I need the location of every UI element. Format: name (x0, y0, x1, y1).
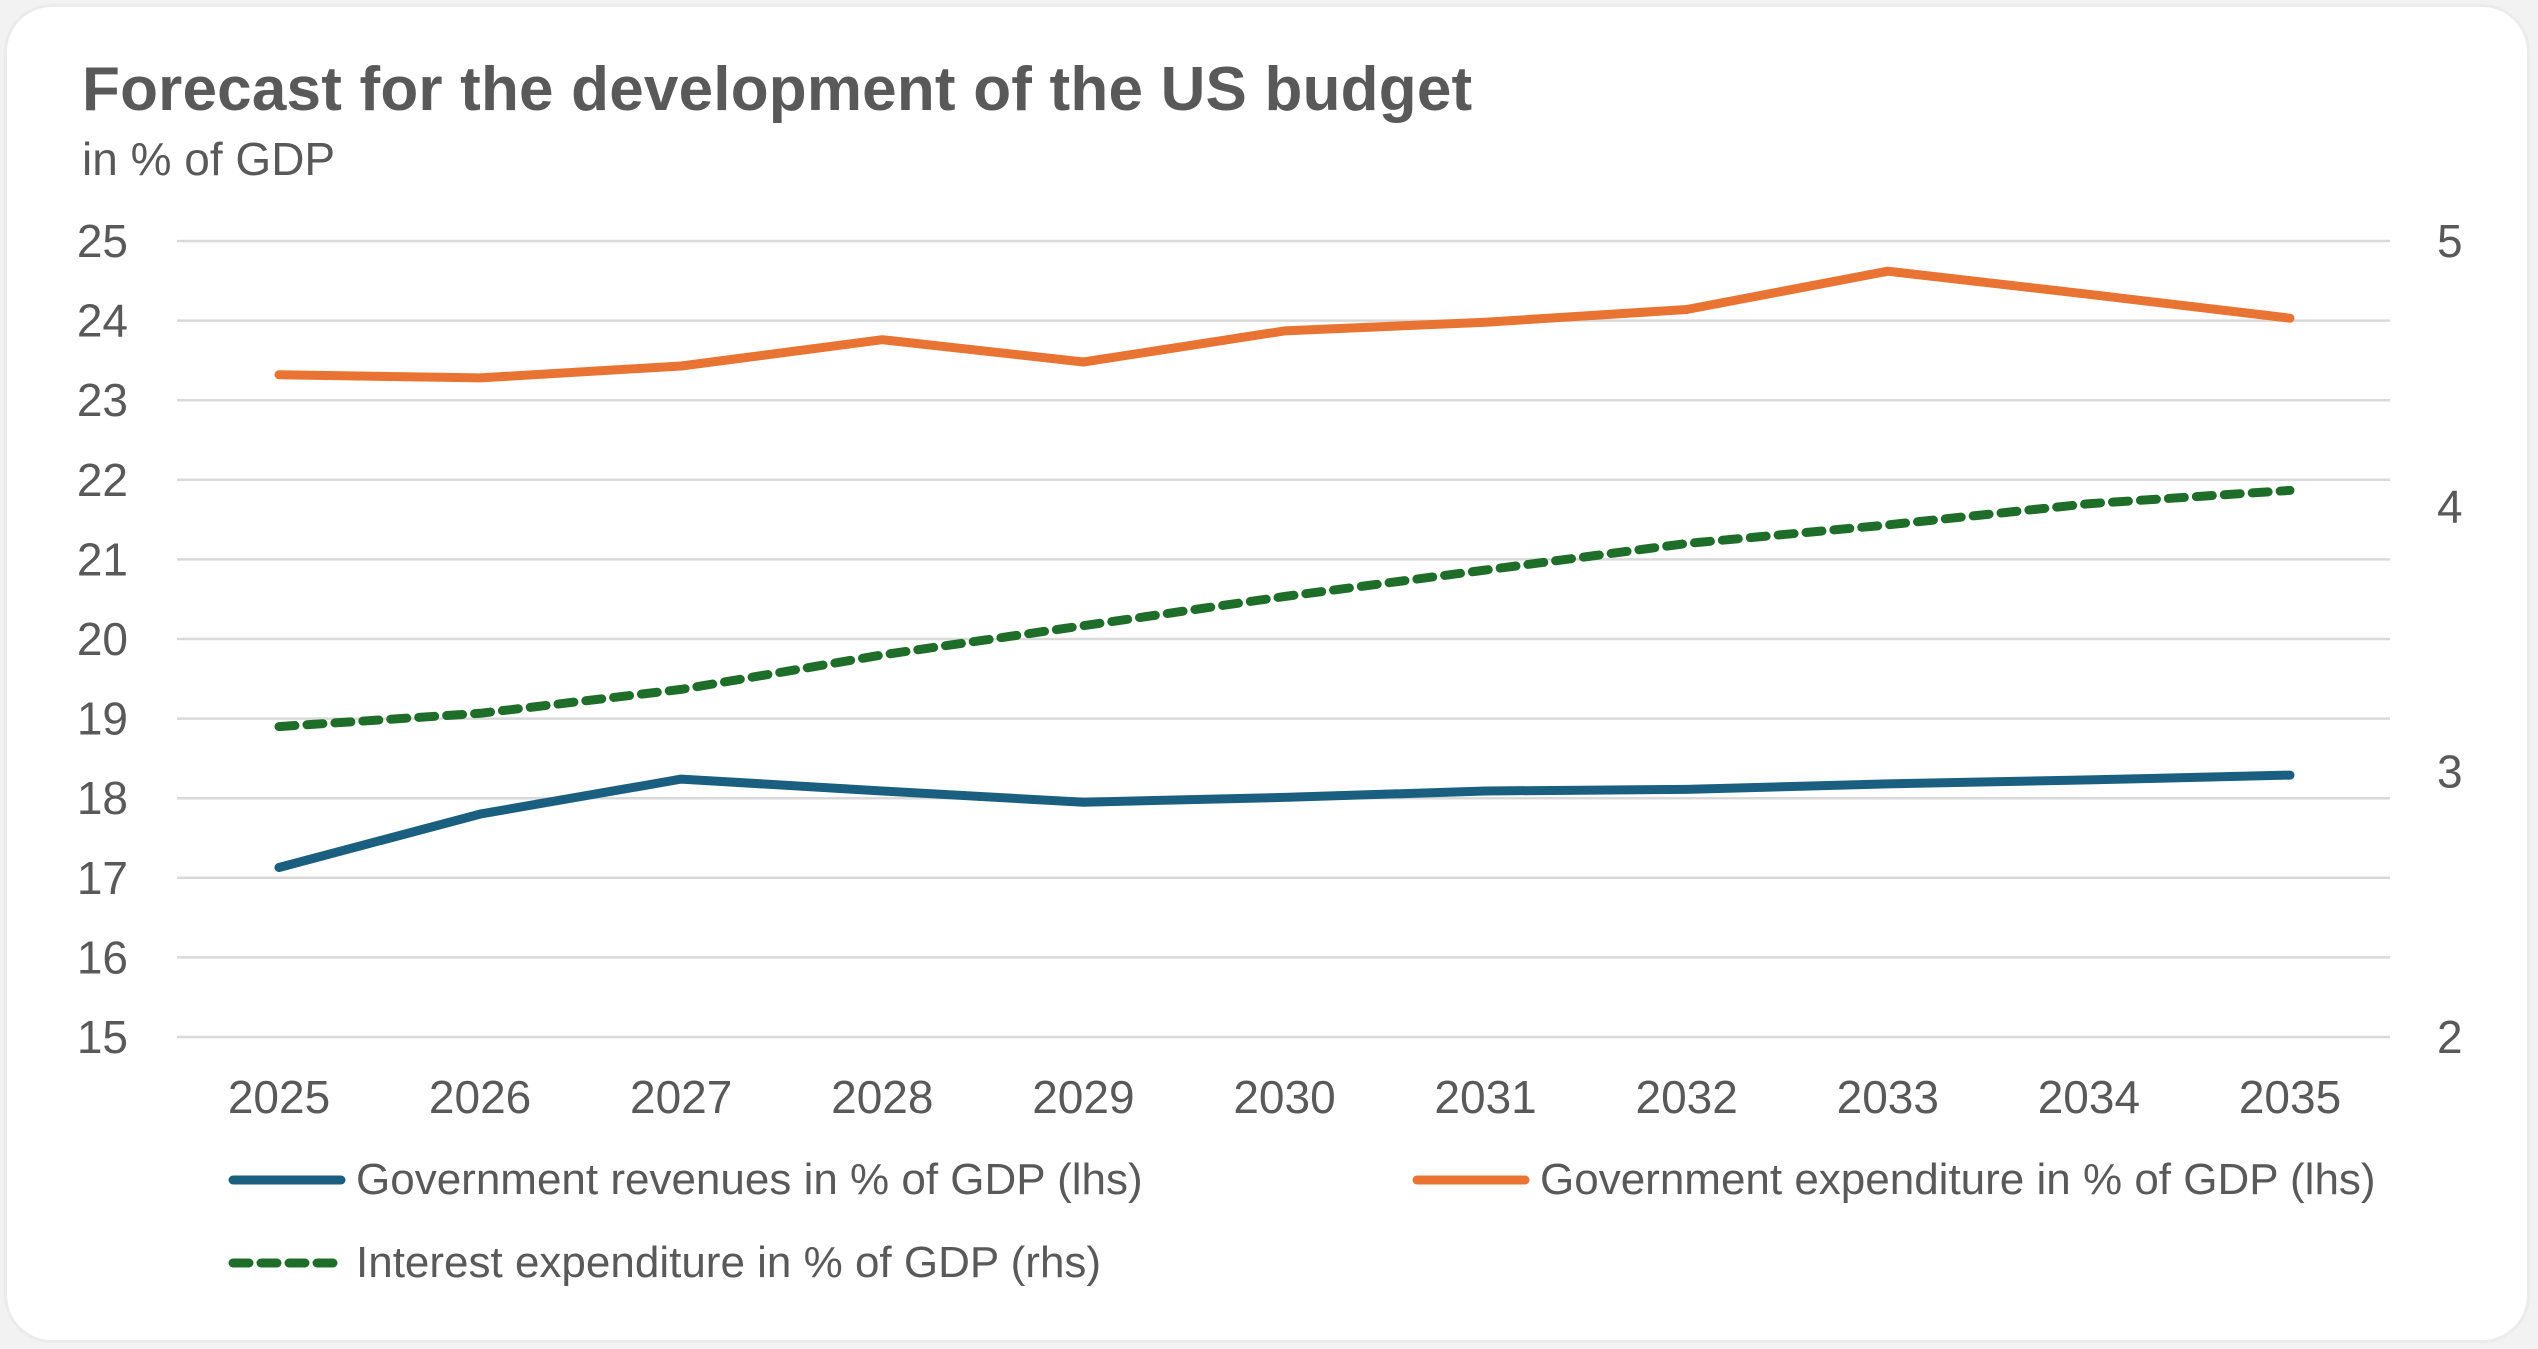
left-tick-label: 24 (77, 295, 128, 347)
legend-label-interest: Interest expenditure in % of GDP (rhs) (356, 1238, 1102, 1287)
legend-label-expenditure: Government expenditure in % of GDP (lhs) (1540, 1155, 2376, 1204)
x-tick-label: 2028 (831, 1071, 933, 1123)
left-tick-label: 21 (77, 533, 128, 585)
left-tick-label: 16 (77, 931, 128, 983)
x-axis-ticks: 2025 2026 2027 2028 2029 2030 2031 2032 2033 2034… (228, 1071, 2341, 1123)
x-tick-label: 2026 (429, 1071, 531, 1123)
x-tick-label: 2025 (228, 1071, 330, 1123)
x-tick-label: 2035 (2239, 1071, 2341, 1123)
x-tick-label: 2029 (1032, 1071, 1134, 1123)
left-tick-label: 19 (77, 693, 128, 745)
left-tick-label: 18 (77, 772, 128, 824)
chart-subtitle: in % of GDP (82, 133, 336, 185)
right-tick-label: 4 (2437, 480, 2463, 532)
x-tick-label: 2027 (630, 1071, 732, 1123)
right-axis-ticks: 5 4 3 2 (2437, 215, 2463, 1063)
x-tick-label: 2033 (1837, 1071, 1939, 1123)
left-tick-label: 23 (77, 374, 128, 426)
legend-swatch-interest (228, 1258, 346, 1268)
right-tick-label: 2 (2437, 1011, 2463, 1063)
x-tick-label: 2031 (1434, 1071, 1536, 1123)
left-axis-ticks: 25 24 23 22 21 20 19 18 17 16 15 (77, 215, 128, 1063)
left-tick-label: 25 (77, 215, 128, 267)
legend-item-expenditure: Government expenditure in % of GDP (lhs) (1412, 1155, 2376, 1205)
legend-swatch-expenditure (1412, 1175, 1530, 1185)
series-line-interest (274, 485, 2295, 732)
series-line-expenditure (274, 266, 2295, 383)
legend-label-revenues: Government revenues in % of GDP (lhs) (356, 1155, 1143, 1204)
series-lines (274, 266, 2295, 872)
x-tick-label: 2032 (1636, 1071, 1738, 1123)
chart-title: Forecast for the development of the US b… (82, 55, 1473, 124)
left-tick-label: 15 (77, 1011, 128, 1063)
chart-card (4, 4, 2530, 1343)
legend-item-interest: Interest expenditure in % of GDP (rhs) (228, 1238, 1101, 1288)
series-line-revenues (274, 770, 2295, 872)
x-tick-label: 2034 (2038, 1071, 2140, 1123)
right-tick-label: 3 (2437, 746, 2463, 798)
legend-item-revenues: Government revenues in % of GDP (lhs) (228, 1155, 1143, 1205)
left-tick-label: 20 (77, 613, 128, 665)
left-tick-label: 22 (77, 454, 128, 506)
left-tick-label: 17 (77, 852, 128, 904)
x-tick-label: 2030 (1233, 1071, 1335, 1123)
gridlines (177, 239, 2390, 1039)
legend-swatch-revenues (228, 1175, 346, 1185)
right-tick-label: 5 (2437, 215, 2463, 267)
